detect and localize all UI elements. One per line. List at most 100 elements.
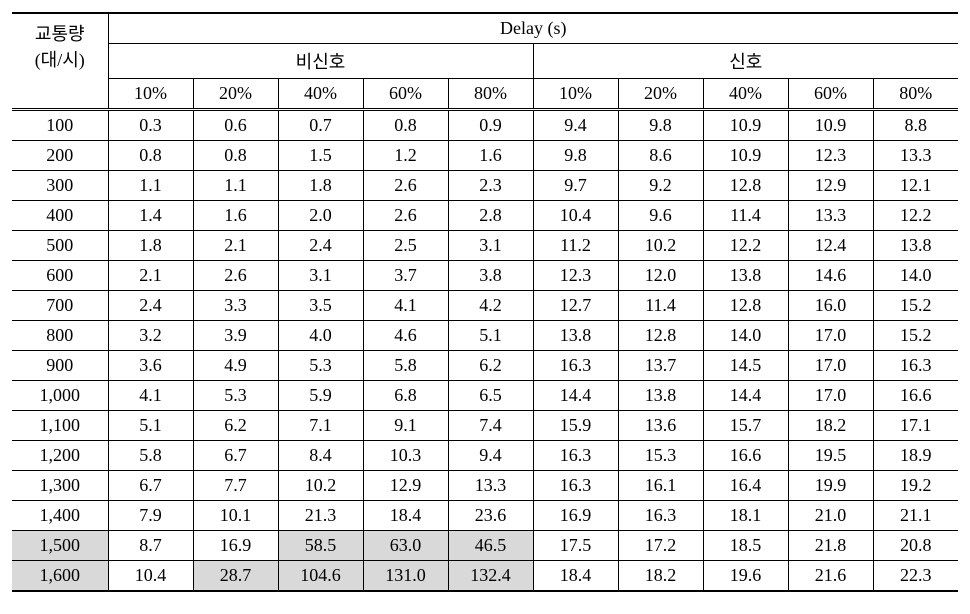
data-cell: 10.2 [278,471,363,501]
data-cell: 3.2 [108,321,193,351]
data-cell: 12.2 [703,231,788,261]
data-cell: 8.8 [873,110,958,141]
data-cell: 12.1 [873,171,958,201]
data-cell: 10.9 [788,110,873,141]
traffic-volume-cell: 1,500 [12,531,108,561]
pct-header: 40% [703,79,788,110]
data-cell: 14.4 [533,381,618,411]
data-cell: 0.6 [193,110,278,141]
data-cell: 2.4 [278,231,363,261]
data-cell: 12.8 [703,171,788,201]
traffic-volume-cell: 900 [12,351,108,381]
data-cell: 6.8 [363,381,448,411]
traffic-volume-cell: 700 [12,291,108,321]
data-cell: 4.1 [363,291,448,321]
data-cell: 12.8 [618,321,703,351]
data-cell: 2.6 [193,261,278,291]
data-cell: 0.7 [278,110,363,141]
data-cell: 14.5 [703,351,788,381]
row-label-2: (대/시) [35,50,85,70]
data-cell: 6.2 [193,411,278,441]
data-cell: 8.7 [108,531,193,561]
table-row: 1,0004.15.35.96.86.514.413.814.417.016.6 [12,381,958,411]
table-row: 1,60010.428.7104.6131.0132.418.418.219.6… [12,561,958,592]
data-cell: 18.9 [873,441,958,471]
traffic-volume-cell: 200 [12,141,108,171]
data-cell: 4.0 [278,321,363,351]
data-cell: 7.7 [193,471,278,501]
pct-header: 80% [873,79,958,110]
table-row: 4001.41.62.02.62.810.49.611.413.312.2 [12,201,958,231]
table-row: 1000.30.60.70.80.99.49.810.910.98.8 [12,110,958,141]
traffic-volume-cell: 100 [12,110,108,141]
data-cell: 19.2 [873,471,958,501]
data-cell: 19.5 [788,441,873,471]
table-row: 8003.23.94.04.65.113.812.814.017.015.2 [12,321,958,351]
data-cell: 19.9 [788,471,873,501]
data-cell: 21.0 [788,501,873,531]
data-cell: 63.0 [363,531,448,561]
data-cell: 12.9 [363,471,448,501]
data-cell: 21.1 [873,501,958,531]
traffic-volume-cell: 1,200 [12,441,108,471]
data-cell: 12.2 [873,201,958,231]
data-cell: 16.9 [193,531,278,561]
data-cell: 13.8 [873,231,958,261]
data-cell: 17.1 [873,411,958,441]
table-row: 6002.12.63.13.73.812.312.013.814.614.0 [12,261,958,291]
data-cell: 15.9 [533,411,618,441]
data-cell: 16.9 [533,501,618,531]
data-cell: 21.6 [788,561,873,592]
data-cell: 16.1 [618,471,703,501]
data-cell: 1.1 [193,171,278,201]
data-cell: 28.7 [193,561,278,592]
row-label-header: 교통량 (대/시) [12,13,108,79]
data-cell: 13.8 [618,381,703,411]
data-cell: 11.4 [618,291,703,321]
data-cell: 2.6 [363,171,448,201]
data-cell: 17.0 [788,321,873,351]
data-cell: 21.8 [788,531,873,561]
data-cell: 13.8 [533,321,618,351]
data-cell: 17.0 [788,381,873,411]
data-cell: 4.9 [193,351,278,381]
data-cell: 18.1 [703,501,788,531]
group1-header: 비신호 [108,44,533,79]
pct-header: 80% [448,79,533,110]
data-cell: 6.7 [193,441,278,471]
data-cell: 10.3 [363,441,448,471]
pct-header: 60% [788,79,873,110]
data-cell: 17.2 [618,531,703,561]
data-cell: 3.1 [448,231,533,261]
data-cell: 12.3 [788,141,873,171]
data-cell: 14.0 [873,261,958,291]
data-cell: 5.3 [278,351,363,381]
data-cell: 17.0 [788,351,873,381]
data-cell: 3.6 [108,351,193,381]
data-cell: 5.8 [108,441,193,471]
data-cell: 5.8 [363,351,448,381]
data-cell: 0.9 [448,110,533,141]
data-cell: 5.9 [278,381,363,411]
data-cell: 12.4 [788,231,873,261]
table-row: 1,3006.77.710.212.913.316.316.116.419.91… [12,471,958,501]
data-cell: 9.7 [533,171,618,201]
data-cell: 2.8 [448,201,533,231]
data-cell: 18.2 [618,561,703,592]
pct-header: 20% [193,79,278,110]
data-cell: 19.6 [703,561,788,592]
data-cell: 18.4 [533,561,618,592]
pct-header: 40% [278,79,363,110]
data-cell: 1.1 [108,171,193,201]
table-row: 1,5008.716.958.563.046.517.517.218.521.8… [12,531,958,561]
data-cell: 0.8 [108,141,193,171]
row-label-1: 교통량 [35,24,85,44]
data-cell: 14.6 [788,261,873,291]
data-cell: 3.3 [193,291,278,321]
data-cell: 0.3 [108,110,193,141]
data-cell: 7.1 [278,411,363,441]
data-cell: 13.3 [873,141,958,171]
data-cell: 14.0 [703,321,788,351]
data-cell: 6.5 [448,381,533,411]
pct-header-row: 10%20%40%60%80%10%20%40%60%80% [12,79,958,110]
